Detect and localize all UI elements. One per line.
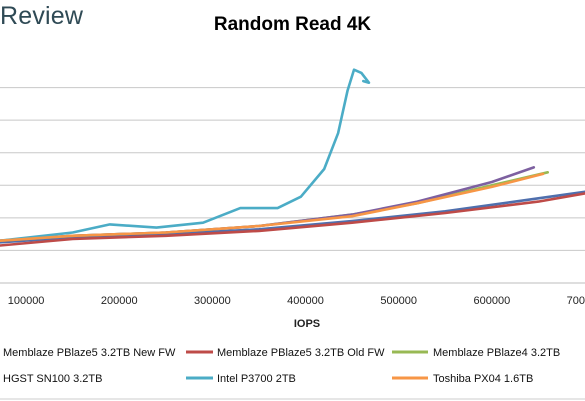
legend-label: Intel P3700 2TB [217,373,296,385]
x-tick-label: 600000 [473,295,510,307]
legend-label: HGST SN100 3.2TB [3,373,102,385]
x-tick-label: 500000 [380,295,417,307]
x-tick-label: 700000 [567,295,585,307]
series-line-1 [0,192,585,247]
legend-label: Toshiba PX04 1.6TB [433,373,533,385]
x-tick-label: 300000 [194,295,231,307]
chart-title: Random Read 4K [213,14,372,35]
x-axis-title: IOPS [294,318,320,330]
legend: Memblaze PBlaze5 3.2TB New FW Memblaze PB… [3,347,560,385]
legend-label: Memblaze PBlaze4 3.2TB [433,347,560,359]
x-tick-label: 200000 [101,295,138,307]
gridlines [0,87,585,251]
x-tick-labels: 100000 200000 300000 400000 500000 600000 7000… [8,295,585,307]
x-tick-label: 100000 [8,295,45,307]
series-line-4 [0,68,371,242]
x-tick-label: 400000 [287,295,324,307]
series-line-0 [0,190,585,244]
legend-label: Memblaze PBlaze5 3.2TB Old FW [217,347,385,359]
legend-label: Memblaze PBlaze5 3.2TB New FW [3,347,176,359]
brand-logo-text: Review [0,2,84,30]
series-line-5 [0,172,545,242]
series-lines [0,68,585,247]
